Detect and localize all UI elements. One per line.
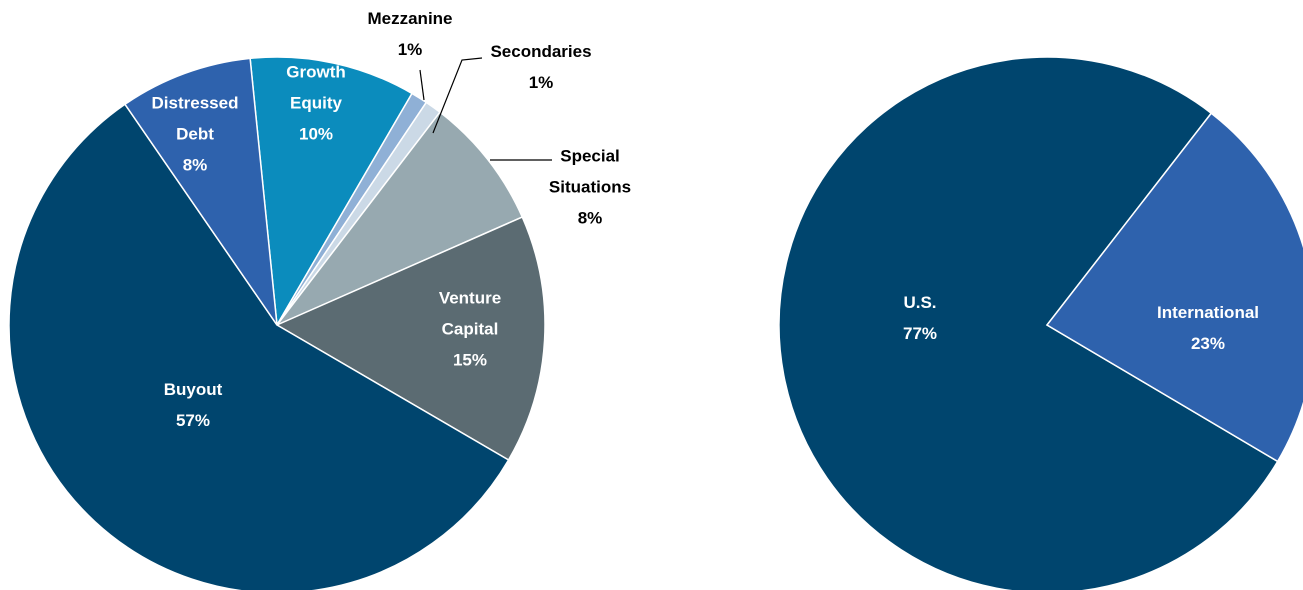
value-label: 8% bbox=[182, 155, 208, 175]
category-label: Venture Capital bbox=[438, 288, 502, 339]
value-label: 1% bbox=[528, 73, 554, 92]
pie-slice bbox=[778, 56, 1279, 590]
value-label: 23% bbox=[1190, 334, 1226, 353]
value-label: 57% bbox=[175, 411, 211, 430]
pie-slice bbox=[8, 103, 510, 590]
slice-label: International 23% bbox=[1157, 297, 1259, 359]
category-label: Mezzanine bbox=[367, 9, 453, 28]
pie-slice bbox=[275, 216, 546, 461]
slice-label: Buyout 57% bbox=[164, 374, 223, 436]
value-label: 15% bbox=[452, 350, 488, 370]
category-label: U.S. bbox=[903, 293, 937, 312]
value-label: 77% bbox=[902, 324, 938, 343]
category-label: International bbox=[1156, 303, 1260, 322]
pie-slice bbox=[123, 57, 278, 326]
category-label: Buyout bbox=[163, 380, 223, 399]
pie-slice bbox=[1045, 112, 1303, 463]
slice-label: Distressed Debt 8% bbox=[152, 88, 239, 181]
category-label: Distressed Debt bbox=[151, 93, 239, 144]
category-label: Secondaries bbox=[490, 42, 592, 61]
slices bbox=[8, 56, 1303, 590]
leader-line bbox=[419, 69, 425, 101]
value-label: 10% bbox=[298, 124, 334, 144]
pie-slice bbox=[249, 56, 413, 328]
slice-label: Growth Equity 10% bbox=[286, 57, 346, 150]
pie-slice bbox=[276, 111, 524, 326]
leader-line bbox=[432, 57, 483, 134]
slice-label: Secondaries 1% bbox=[490, 36, 591, 98]
slice-label: Mezzanine 1% bbox=[367, 3, 452, 65]
category-label: Growth Equity bbox=[286, 62, 346, 113]
slice-label: Special Situations 8% bbox=[549, 141, 631, 234]
value-label: 8% bbox=[577, 208, 603, 228]
slice-label: Venture Capital 15% bbox=[439, 283, 501, 376]
value-label: 1% bbox=[397, 40, 423, 59]
slice-label: U.S. 77% bbox=[903, 287, 937, 349]
category-label: Special Situations bbox=[548, 146, 632, 197]
